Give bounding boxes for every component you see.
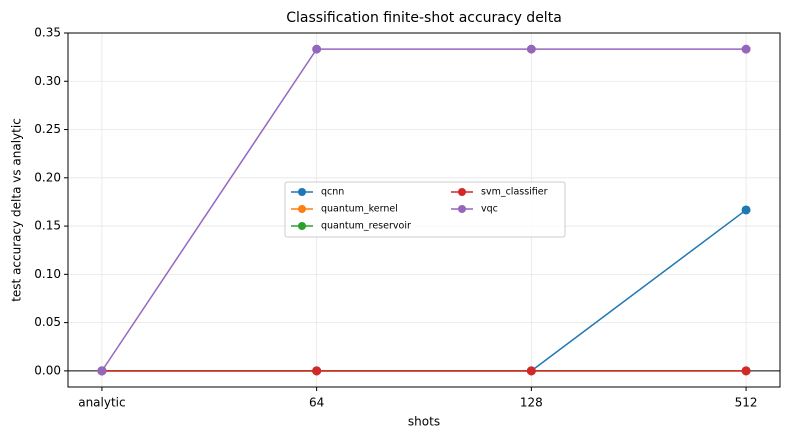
data-point [741, 44, 751, 54]
data-point [526, 44, 536, 54]
legend-marker [298, 205, 306, 213]
y-tick-label: 0.35 [34, 26, 61, 40]
data-point [312, 44, 322, 54]
y-tick-label: 0.15 [34, 219, 61, 233]
x-tick-label: 512 [735, 396, 758, 410]
x-axis-label: shots [408, 415, 440, 429]
data-point [312, 366, 322, 376]
y-tick-label: 0.10 [34, 267, 61, 281]
legend-marker [298, 222, 306, 230]
data-point [741, 205, 751, 215]
y-tick-label: 0.05 [34, 315, 61, 329]
y-tick-label: 0.30 [34, 74, 61, 88]
legend-marker [458, 188, 466, 196]
plot-frame [67, 32, 781, 388]
legend-marker [298, 188, 306, 196]
legend-label: vqc [481, 204, 498, 215]
data-point [526, 366, 536, 376]
y-tick-label: 0.00 [34, 363, 61, 377]
y-tick-label: 0.20 [34, 170, 61, 184]
series-line [101, 48, 747, 372]
chart-title: Classification finite-shot accuracy delt… [286, 10, 562, 26]
legend: qcnn quantum_kernel quantum_reservoir svm_c… [284, 181, 566, 238]
legend-label: quantum_kernel [321, 204, 398, 215]
x-tick-label: 128 [520, 396, 543, 410]
legend-box [284, 181, 566, 238]
legend-label: svm_classifier [481, 187, 548, 198]
x-tick-label: analytic [78, 396, 125, 410]
y-axis-label: test accuracy delta vs analytic [10, 118, 24, 302]
data-point [741, 366, 751, 376]
legend-marker [458, 205, 466, 213]
legend-label: quantum_reservoir [321, 221, 411, 232]
legend-label: qcnn [321, 187, 344, 198]
y-tick-label: 0.25 [34, 122, 61, 136]
x-tick-label: 64 [309, 396, 324, 410]
data-point [97, 366, 107, 376]
